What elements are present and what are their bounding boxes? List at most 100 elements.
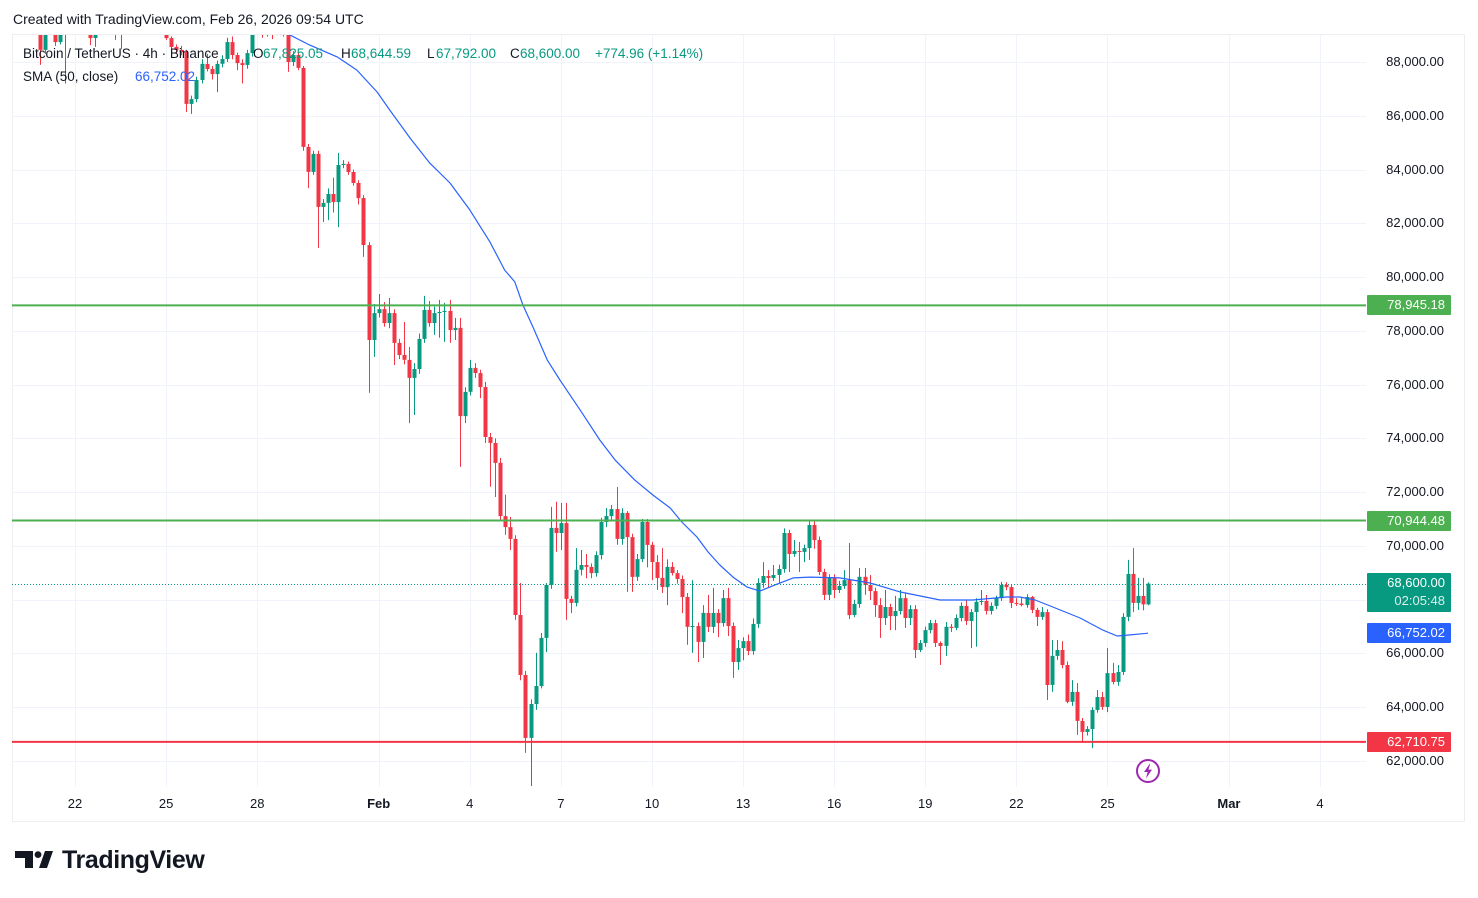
candle-body [974,601,979,612]
candle [140,12,144,27]
candle [974,598,979,647]
candle-body [174,46,179,50]
candle-body [382,309,387,324]
candle [179,45,184,56]
legend-high-value: 68,644.59 [351,46,412,61]
candle-body [584,565,589,567]
candle-body [58,35,63,43]
lightning-event-icon[interactable] [1135,758,1161,784]
candle [432,306,437,335]
candle [174,44,179,54]
candle [448,299,453,343]
candle-body [422,309,427,339]
price-axis-label: 76,000.00 [1386,376,1444,392]
candle [483,381,488,443]
candle [675,570,680,584]
candle-body [417,338,422,369]
candle [277,35,278,36]
candle [513,535,518,620]
candle [1030,595,1035,614]
candle-body [1131,573,1136,603]
candle [544,583,549,653]
legend-symbol-title[interactable]: Bitcoin / TetherUS · 4h · Binance [23,46,219,61]
candle-body [336,165,341,203]
candle-body [731,626,736,662]
time-axis-label: 16 [826,796,842,811]
candle-body [529,704,534,738]
candle-body [721,598,726,624]
time-axis-label: 22 [67,796,83,811]
candle [1105,648,1110,713]
candle [220,55,225,68]
candle-body [675,573,680,579]
candle [1146,582,1151,606]
candle [262,35,263,38]
candle [706,594,711,632]
candle [933,619,938,647]
candle [1025,594,1030,608]
candle-body [999,584,1004,599]
candle-body [220,59,225,64]
candle-body [13,3,17,11]
sma-indicator-line[interactable] [267,27,1149,637]
legend-indicator-name[interactable]: SMA (50, close) [23,69,119,84]
candle [1095,690,1100,713]
sma-line[interactable] [267,27,1149,637]
candle [58,35,63,45]
candle [18,0,22,19]
candle [903,593,908,628]
candle [979,590,984,606]
candle-body [599,522,604,556]
candle-body [1090,709,1095,729]
candle-body [1050,655,1055,685]
candle [736,640,741,670]
candle-body [665,566,670,588]
candle-body [194,80,199,100]
candle [1065,661,1070,704]
candle-body [842,580,847,586]
candle-body [250,35,255,54]
candle [594,551,599,577]
candle-body [766,576,771,578]
candle-body [407,359,412,378]
candle [635,554,640,581]
candle [878,598,883,638]
time-axis-label: Mar [1217,796,1241,811]
candle [746,634,751,656]
candle-body [453,327,458,331]
candle-body [1040,612,1045,617]
horizontal-levels[interactable] [12,304,1367,743]
candle-body [564,523,569,599]
candle [1045,609,1050,700]
candle-body [741,641,746,649]
candle [777,564,782,583]
candle [721,590,726,627]
candle [625,511,630,592]
candle [787,529,792,572]
candle [336,152,341,228]
candle [969,609,974,649]
candle [245,49,250,69]
candle-body [205,63,210,69]
candle [387,298,392,329]
candle [690,580,695,653]
candle-body [701,612,706,642]
candle [442,302,447,342]
legend-change-value: +774.96 (+1.14%) [595,46,704,61]
candle [797,541,802,572]
candle [296,52,301,71]
candle-body [150,18,154,23]
candle-body [756,583,761,624]
candle-body [1060,650,1065,666]
candle [189,95,194,114]
candle-body [230,42,235,55]
candle [169,36,174,50]
candle-body [432,313,437,323]
tradingview-logo[interactable]: TradingView [15,846,205,874]
candle [559,502,564,550]
candle-body [120,19,124,30]
candle-body [367,245,372,340]
candle-body [1146,583,1151,605]
candle [341,160,346,169]
